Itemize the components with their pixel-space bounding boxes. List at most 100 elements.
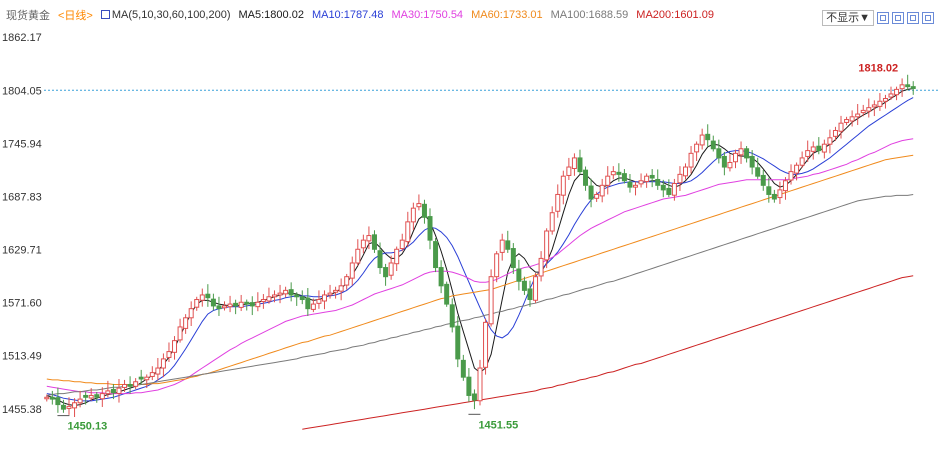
y-tick-label: 1745.94 <box>2 138 42 150</box>
candle-up <box>821 143 827 153</box>
zoom-in-icon[interactable] <box>877 12 889 24</box>
y-axis: 1862.17 1804.05 1745.94 1687.83 1629.71 1571.… <box>2 32 42 416</box>
candle-up <box>810 146 816 152</box>
candle-up <box>877 100 883 107</box>
candle-up <box>688 152 694 168</box>
candle-up <box>255 301 261 308</box>
candle-down <box>771 193 777 200</box>
candle-up <box>416 203 422 208</box>
y-tick-label: 1571.60 <box>2 298 42 310</box>
candle-up <box>499 239 505 253</box>
candle-down <box>505 240 511 250</box>
candle-up <box>172 340 178 353</box>
candle-up <box>105 390 111 395</box>
hide-toggle-button[interactable]: 不显示▼ <box>822 10 874 26</box>
ma-params: MA(5,10,30,60,100,200) <box>111 9 231 21</box>
ma5-value: MA5:1800.02 <box>238 9 304 21</box>
candle-up <box>538 257 544 277</box>
candle-down <box>710 140 716 150</box>
candle-down <box>249 302 255 307</box>
candle-up <box>394 248 400 265</box>
candle-up <box>488 276 494 325</box>
candle-down <box>744 148 750 159</box>
candle-up <box>160 358 166 369</box>
ma-settings[interactable]: MA(5,10,30,60,100,200) <box>100 9 231 21</box>
candle-down <box>371 234 377 250</box>
candle-up <box>894 88 900 96</box>
candle-up <box>327 292 333 296</box>
period-selector[interactable]: <日线> <box>58 10 93 22</box>
candle-up <box>838 122 844 132</box>
candle-up <box>683 166 689 177</box>
candle-up <box>222 305 228 309</box>
candle-down <box>49 396 55 400</box>
candle-up <box>560 175 566 196</box>
candle-down <box>660 184 666 191</box>
candle-down <box>299 296 305 301</box>
candle-down <box>721 155 727 168</box>
candle-up <box>571 157 577 170</box>
candle-down <box>471 393 477 401</box>
candle-down <box>305 297 311 310</box>
candle-up <box>549 212 555 232</box>
candle-up <box>638 180 644 185</box>
y-tick-label: 1804.05 <box>2 85 42 97</box>
candle-up <box>738 148 744 156</box>
candle-down <box>766 186 772 195</box>
candle-down <box>216 305 222 310</box>
candle-up <box>316 299 322 304</box>
y-tick-label: 1687.83 <box>2 191 42 203</box>
candle-down <box>816 145 822 152</box>
candle-down <box>127 383 133 387</box>
move-left-icon[interactable] <box>907 12 919 24</box>
candle-up <box>155 367 161 375</box>
candle-down <box>427 216 433 241</box>
candle-up <box>149 372 155 377</box>
candle-down <box>649 174 655 179</box>
candle-down <box>433 241 439 269</box>
candle-up <box>827 137 833 145</box>
candle-down <box>138 376 144 380</box>
low-price-label: 1451.55 <box>478 419 518 431</box>
candle-up <box>694 143 700 153</box>
candle-up <box>133 381 139 387</box>
candle-down <box>377 250 383 269</box>
low-price-label: 1450.13 <box>67 421 107 433</box>
candle-up <box>144 376 150 381</box>
ma60-value: MA60:1733.01 <box>471 9 543 21</box>
move-right-icon[interactable] <box>922 12 934 24</box>
zoom-out-icon[interactable] <box>892 12 904 24</box>
candle-up <box>699 134 705 146</box>
candle-up <box>888 93 894 98</box>
candle-up <box>477 367 483 402</box>
price-annotations: 1818.02 1450.13 1451.55 <box>57 62 898 433</box>
candle-down <box>621 173 627 182</box>
candle-up <box>266 296 272 302</box>
candle-up <box>727 161 733 169</box>
candle-up <box>644 175 650 182</box>
candle-up <box>44 396 50 400</box>
candle-down <box>94 394 100 398</box>
candle-up <box>599 184 605 197</box>
candle-up <box>321 294 327 302</box>
candles <box>44 74 916 418</box>
candle-up <box>122 383 128 388</box>
candle-up <box>782 180 788 192</box>
ma-toggle-icon[interactable] <box>100 10 110 19</box>
candle-up <box>77 398 83 404</box>
candle-down <box>205 293 211 299</box>
candle-down <box>421 203 427 218</box>
candle-up <box>494 253 500 278</box>
candle-down <box>55 397 61 406</box>
ma30-line <box>46 138 914 395</box>
candle-up <box>238 301 244 308</box>
candle-up <box>66 405 72 409</box>
ma30-value: MA30:1750.54 <box>391 9 464 21</box>
ma10-value: MA10:1787.48 <box>311 9 384 21</box>
candle-down <box>244 301 250 305</box>
candle-up <box>855 113 861 118</box>
candle-down <box>510 248 516 269</box>
candle-up <box>899 84 905 90</box>
candle-down <box>233 302 239 307</box>
